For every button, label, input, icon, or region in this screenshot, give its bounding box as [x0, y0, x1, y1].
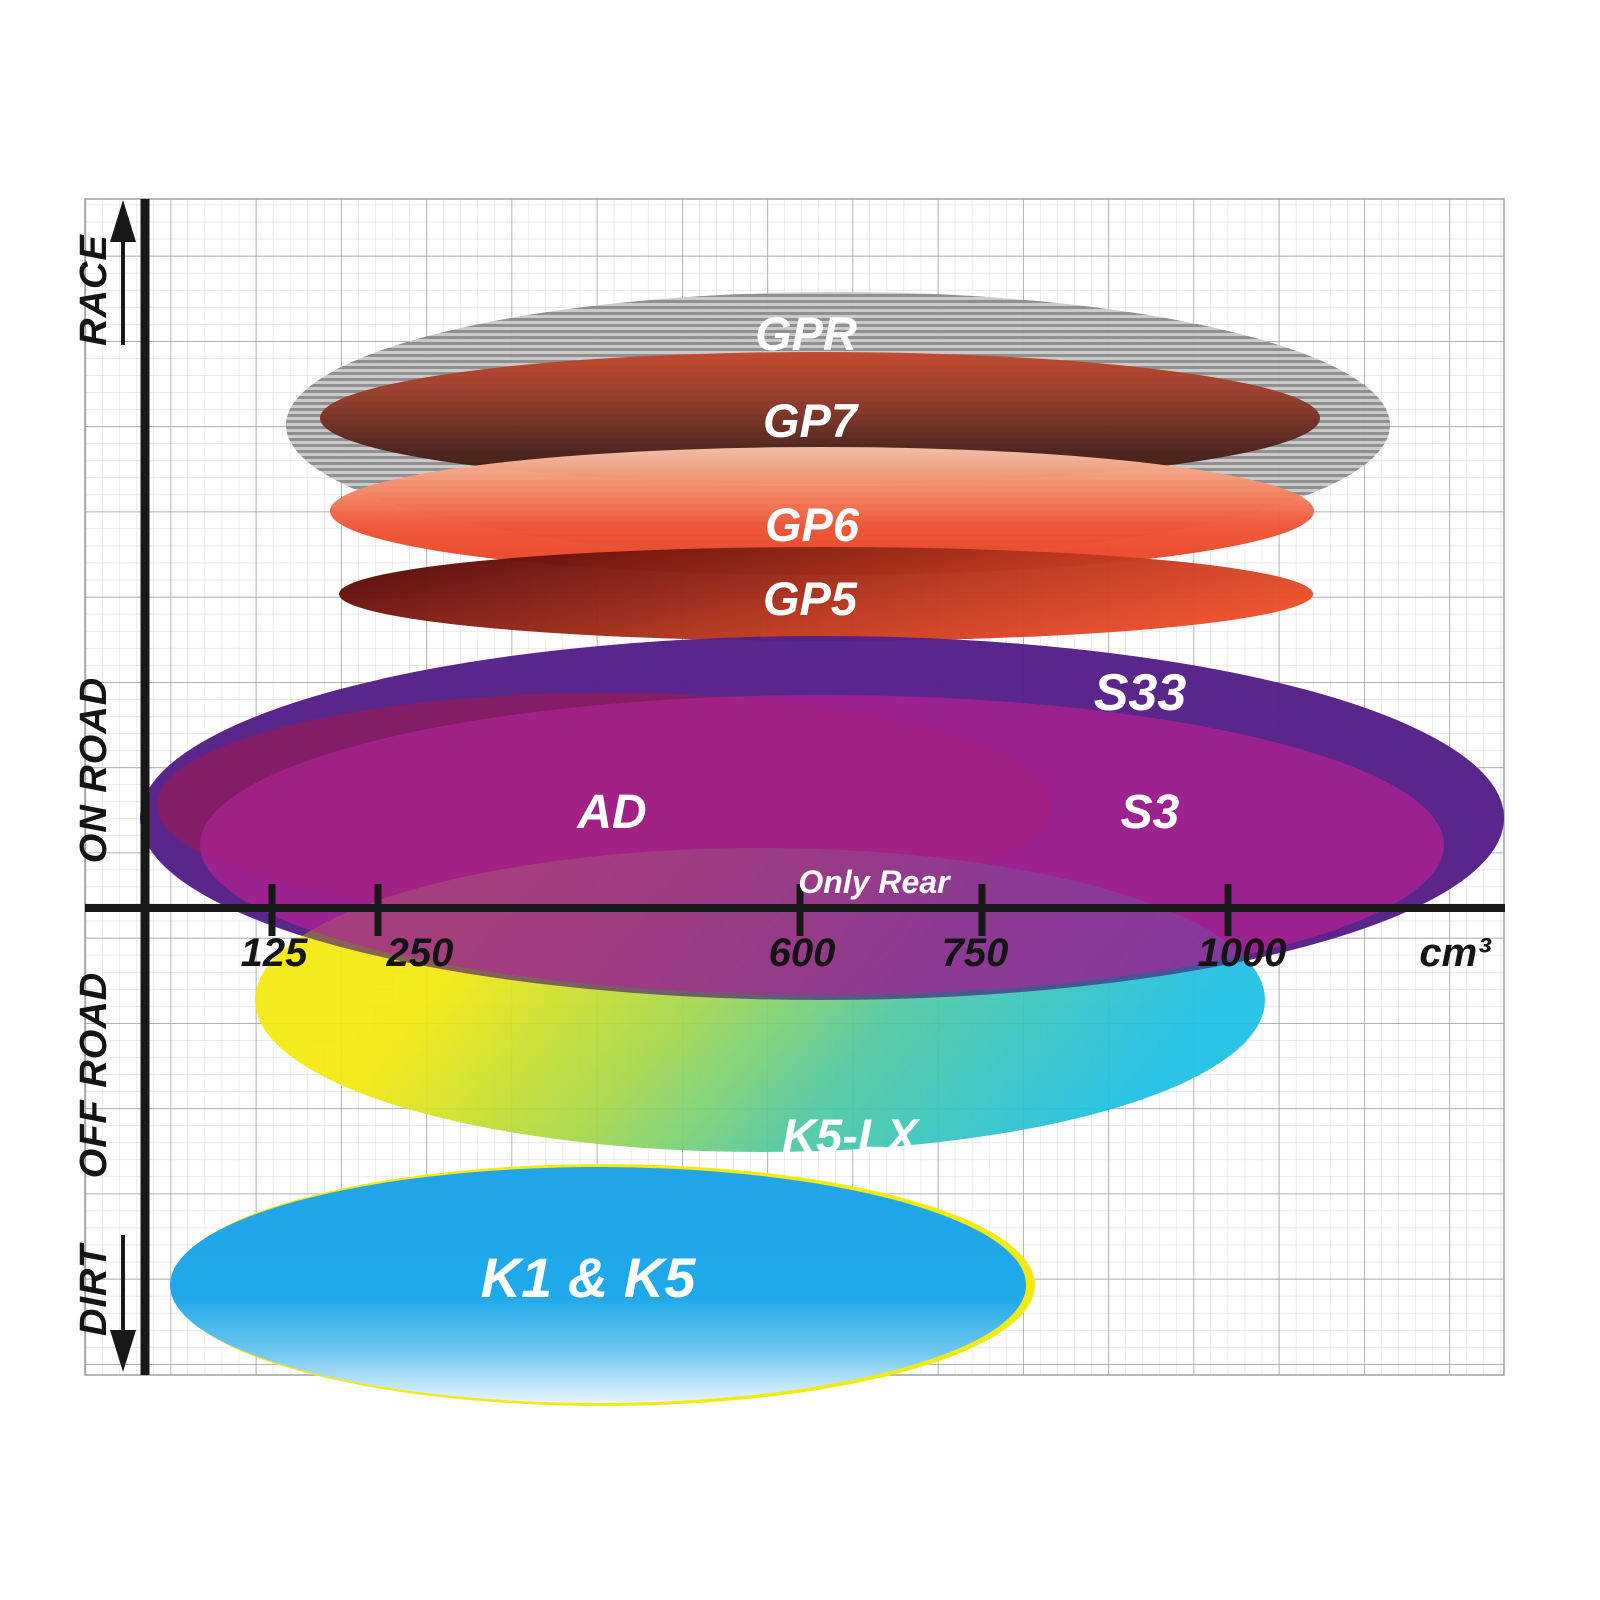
x-tick-label-125: 125 — [241, 931, 308, 975]
x-tick-label-1000: 1000 — [1198, 931, 1287, 975]
series-label-k1k5: K1 & K5 — [481, 1246, 697, 1309]
series-label-s3: S3 — [1121, 786, 1180, 839]
annotation-only-rear: Only Rear — [798, 864, 951, 900]
series-ellipse-gp6[interactable] — [330, 447, 1314, 575]
series-label-gp6: GP6 — [765, 498, 860, 551]
series-label-gp5: GP5 — [763, 572, 858, 625]
y-label-dirt: DIRT — [73, 1242, 115, 1336]
series-labels: GPR GP7 GP6 GP5 S33 S3 AD Only Rear K5-L… — [481, 307, 1187, 1309]
series-label-gpr: GPR — [755, 307, 857, 360]
x-tick-label-250: 250 — [386, 931, 454, 975]
series-ellipse-gp5[interactable] — [339, 547, 1313, 641]
x-axis-unit-label: cm³ — [1419, 931, 1492, 975]
series-ellipse-k1k5[interactable] — [170, 1167, 1026, 1403]
series-label-gp7: GP7 — [763, 394, 859, 447]
dirt-arrow-icon — [110, 1235, 136, 1372]
y-axis-category-labels: RACE ON ROAD OFF ROAD DIRT — [73, 234, 115, 1336]
series-ellipses — [140, 292, 1504, 1406]
race-arrow-icon — [110, 200, 136, 345]
x-axis-tick-labels: 125 250 600 750 1000 cm³ — [241, 931, 1493, 975]
x-axis-ticks — [268, 884, 1232, 936]
chart-axes — [85, 199, 1505, 1375]
y-label-off-road: OFF ROAD — [73, 972, 115, 1178]
series-label-s33: S33 — [1094, 664, 1187, 722]
series-label-ad: AD — [576, 786, 646, 839]
y-label-race: RACE — [73, 234, 115, 346]
x-tick-label-750: 750 — [942, 931, 1009, 975]
series-label-k5lx: K5-LX — [782, 1109, 920, 1162]
series-ellipse-gp7[interactable] — [320, 352, 1320, 484]
y-label-on-road: ON ROAD — [73, 677, 115, 863]
x-tick-label-600: 600 — [769, 931, 836, 975]
series-ellipse-s3-overlap — [200, 695, 1444, 995]
